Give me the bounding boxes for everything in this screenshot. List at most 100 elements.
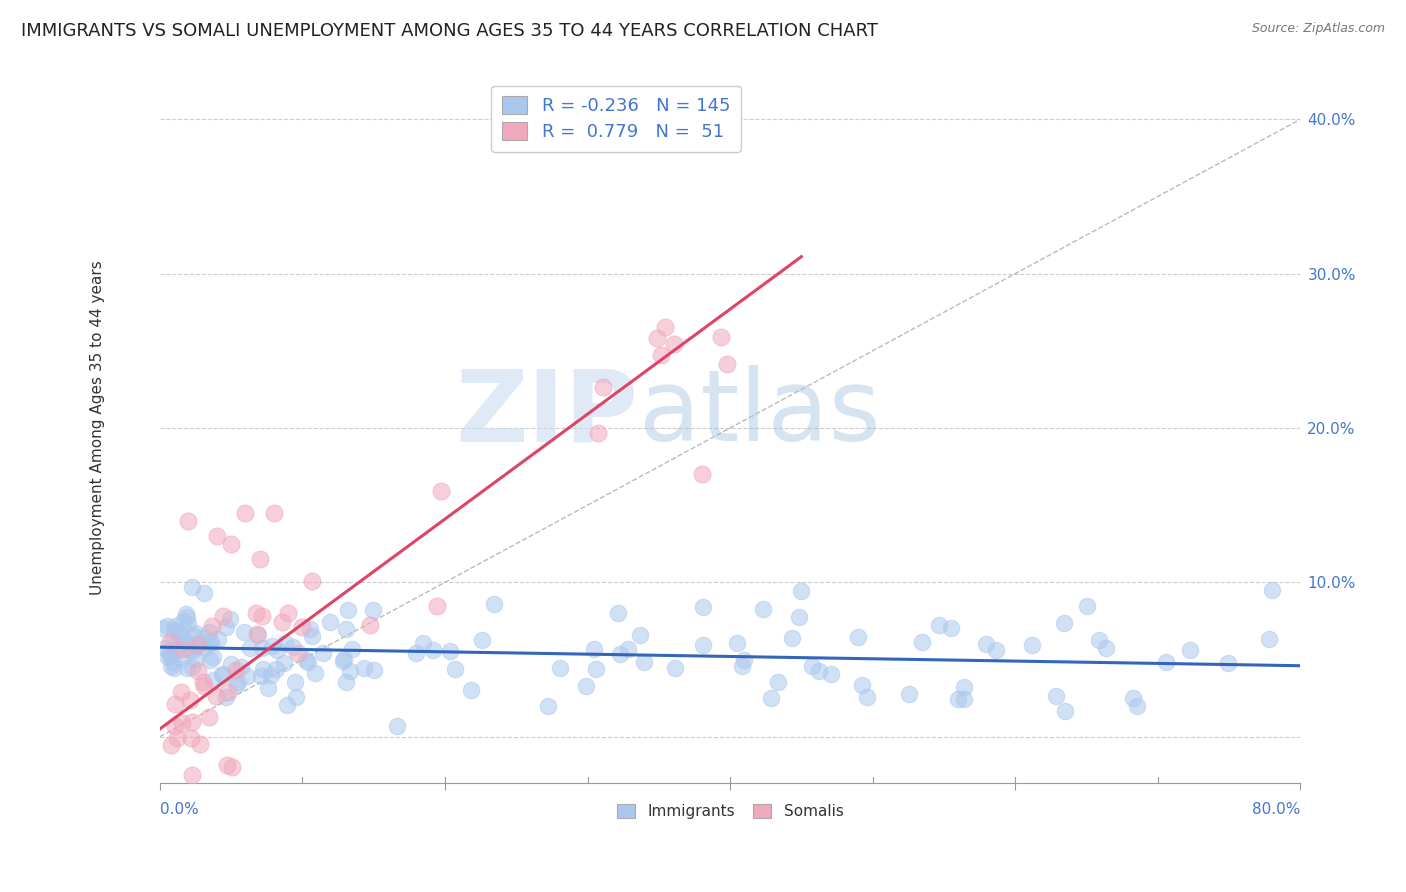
Point — [1122, 690, 1144, 705]
Text: 0.0%: 0.0% — [160, 802, 198, 816]
Point — [734, 653, 756, 667]
Point — [257, 681, 280, 695]
Point — [586, 425, 609, 440]
Point — [337, 603, 360, 617]
Point — [953, 692, 976, 706]
Point — [184, 652, 207, 666]
Point — [1053, 615, 1076, 630]
Point — [848, 630, 870, 644]
Point — [898, 687, 921, 701]
Point — [174, 635, 197, 649]
Point — [159, 635, 181, 649]
Point — [250, 640, 273, 655]
Point — [405, 647, 427, 661]
Point — [204, 690, 226, 704]
Point — [156, 648, 179, 663]
Point — [856, 690, 879, 705]
Point — [295, 653, 318, 667]
Point — [225, 663, 247, 677]
Point — [426, 599, 449, 613]
Point — [609, 647, 631, 661]
Point — [200, 633, 222, 648]
Point — [664, 661, 686, 675]
Point — [172, 641, 194, 656]
Point — [1095, 640, 1118, 655]
Point — [179, 693, 201, 707]
Point — [339, 664, 361, 678]
Point — [790, 584, 813, 599]
Point — [177, 642, 200, 657]
Point — [211, 667, 233, 681]
Point — [617, 641, 640, 656]
Point — [233, 624, 256, 639]
Point — [177, 514, 200, 528]
Point — [163, 697, 186, 711]
Point — [221, 759, 243, 773]
Point — [650, 348, 672, 362]
Point — [201, 649, 224, 664]
Point — [297, 655, 319, 669]
Point — [225, 678, 247, 692]
Point — [200, 636, 222, 650]
Point — [928, 618, 950, 632]
Point — [184, 626, 207, 640]
Point — [319, 615, 342, 629]
Point — [201, 619, 224, 633]
Point — [159, 648, 181, 662]
Point — [181, 715, 204, 730]
Point — [443, 662, 465, 676]
Point — [751, 601, 773, 615]
Point — [266, 643, 288, 657]
Point — [215, 757, 238, 772]
Point — [800, 658, 823, 673]
Point — [1126, 698, 1149, 713]
Point — [304, 666, 326, 681]
Point — [299, 622, 322, 636]
Text: Unemployment Among Ages 35 to 44 years: Unemployment Among Ages 35 to 44 years — [90, 260, 104, 595]
Point — [246, 627, 269, 641]
Point — [335, 623, 357, 637]
Point — [385, 719, 408, 733]
Point — [252, 662, 274, 676]
Point — [692, 600, 714, 615]
Point — [335, 675, 357, 690]
Point — [1154, 655, 1177, 669]
Point — [193, 679, 215, 693]
Point — [575, 680, 598, 694]
Point — [238, 640, 260, 655]
Point — [167, 625, 190, 640]
Point — [233, 506, 256, 520]
Point — [212, 608, 235, 623]
Point — [236, 669, 259, 683]
Point — [260, 668, 283, 682]
Legend: Immigrants, Somalis: Immigrants, Somalis — [610, 797, 849, 825]
Point — [181, 580, 204, 594]
Point — [207, 632, 229, 646]
Point — [162, 633, 184, 648]
Point — [176, 617, 198, 632]
Point — [536, 699, 558, 714]
Point — [198, 653, 221, 667]
Point — [263, 506, 285, 520]
Point — [759, 691, 782, 706]
Point — [1045, 689, 1067, 703]
Point — [191, 674, 214, 689]
Point — [163, 661, 186, 675]
Point — [219, 657, 242, 672]
Point — [692, 639, 714, 653]
Point — [180, 731, 202, 745]
Point — [166, 643, 188, 657]
Point — [264, 662, 287, 676]
Point — [851, 677, 873, 691]
Point — [246, 628, 269, 642]
Point — [250, 669, 273, 683]
Point — [163, 619, 186, 633]
Point — [183, 628, 205, 642]
Point — [212, 668, 235, 682]
Point — [162, 655, 184, 669]
Point — [332, 654, 354, 668]
Point — [198, 709, 221, 723]
Point — [187, 664, 209, 678]
Point — [193, 586, 215, 600]
Point — [283, 640, 305, 654]
